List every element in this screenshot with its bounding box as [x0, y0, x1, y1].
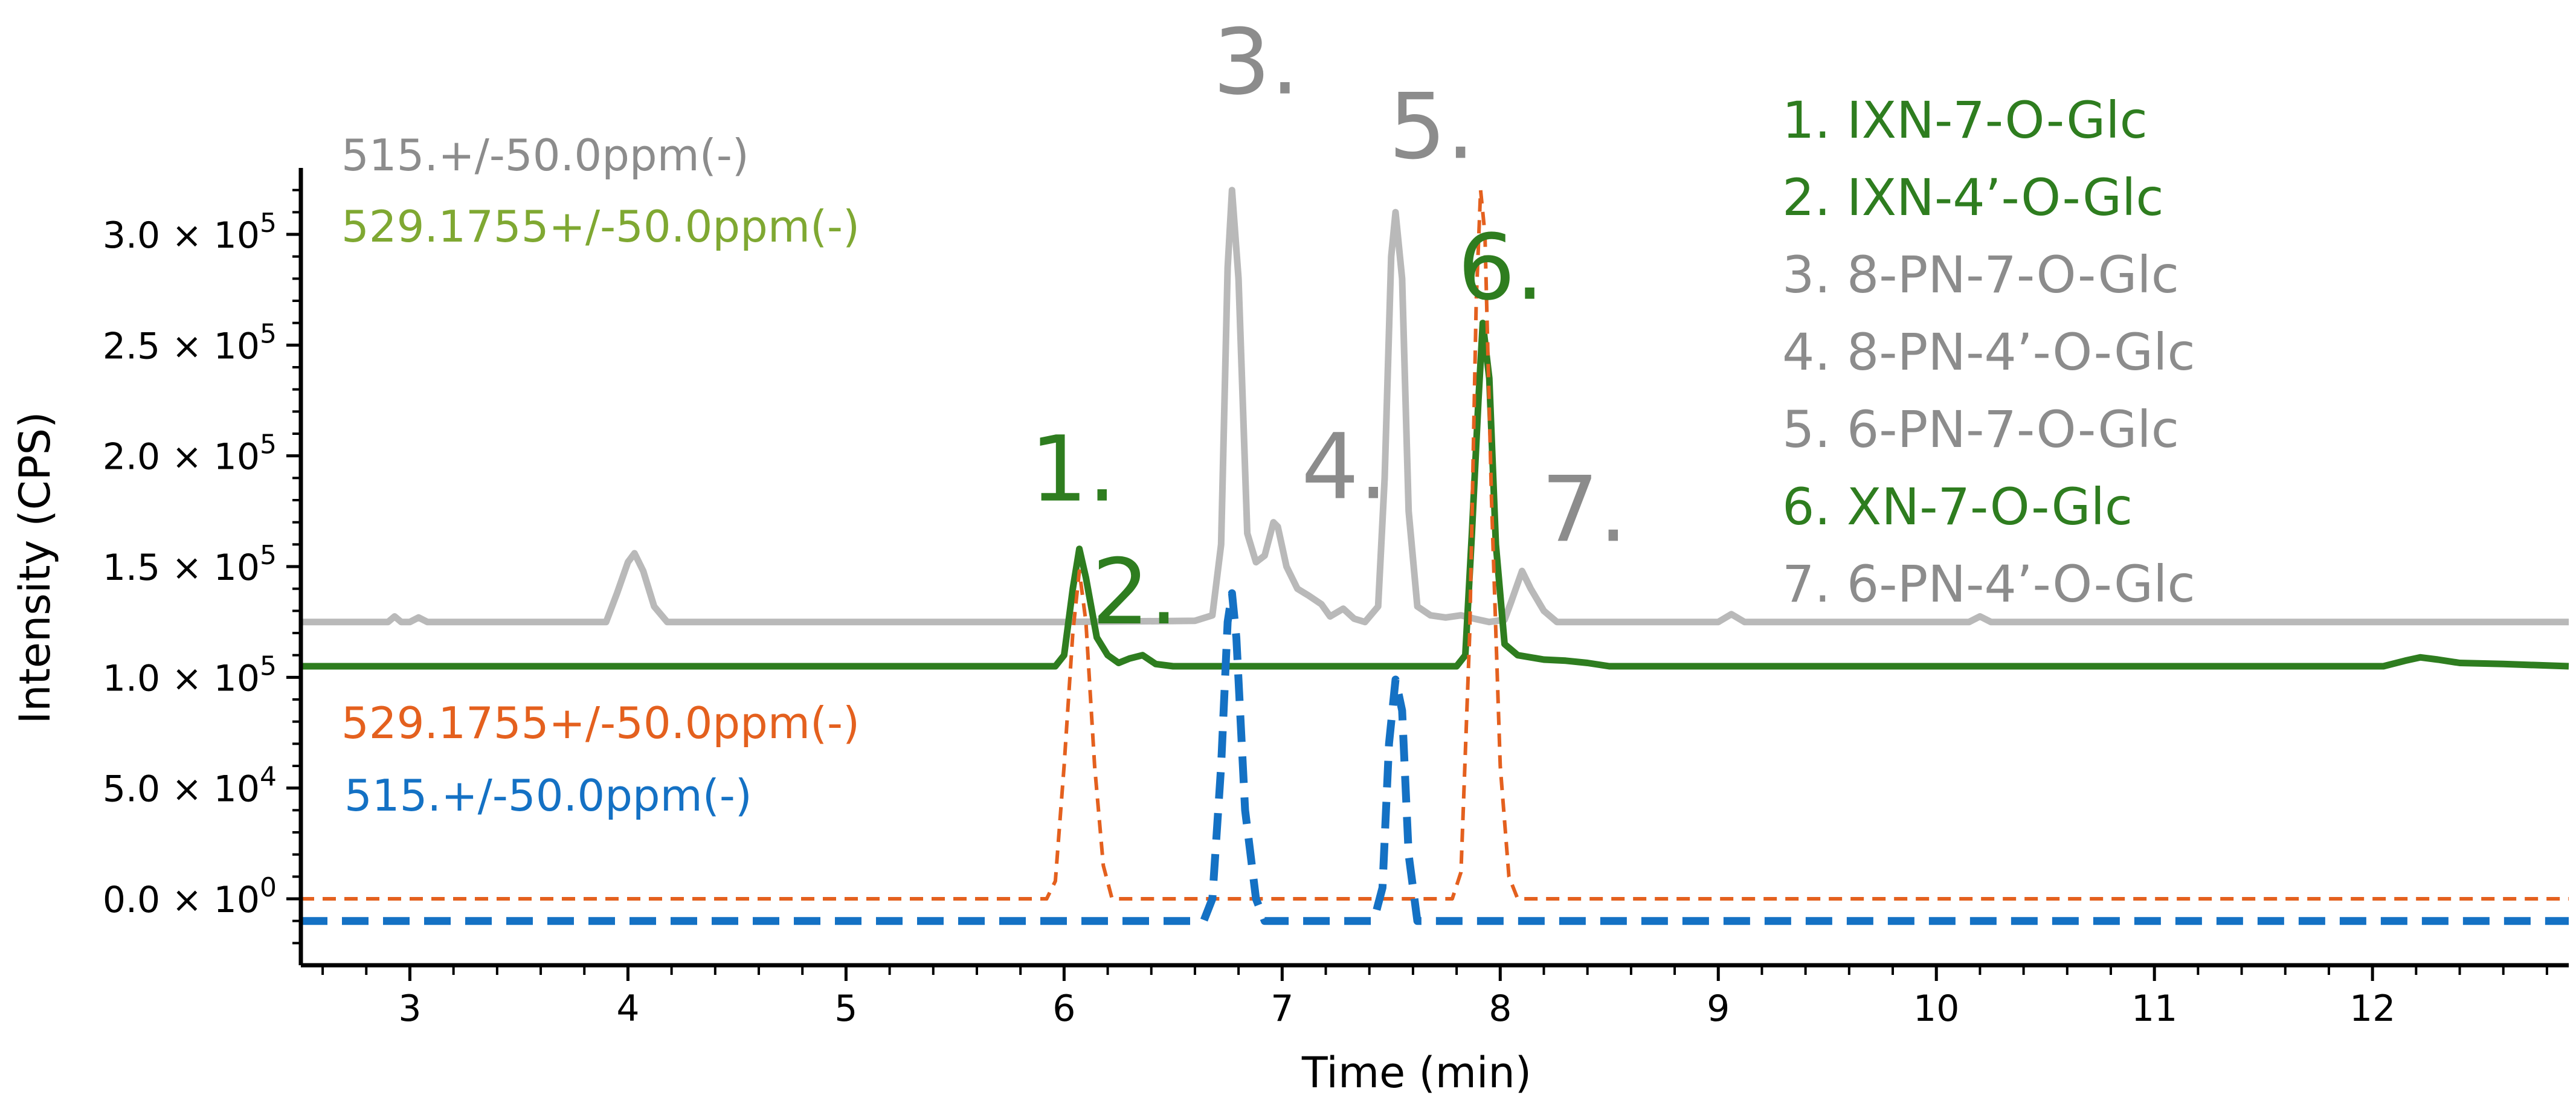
- peak-label-3: 3.: [1213, 10, 1299, 115]
- y-tick-base: × 10: [160, 547, 260, 589]
- series-line-0: [301, 187, 2569, 626]
- x-tick-label: 7: [1270, 988, 1293, 1030]
- y-tick-base: × 10: [160, 768, 260, 811]
- y-tick-label: 0.0 × 100: [103, 872, 277, 921]
- y-tick-base: × 10: [160, 879, 260, 921]
- y-tick-base: × 10: [160, 214, 260, 257]
- y-tick-base: × 10: [160, 657, 260, 699]
- y-tick-exponent: 4: [260, 762, 277, 792]
- y-tick-mantissa: 1.0: [103, 657, 160, 699]
- y-tick-exponent: 5: [260, 540, 277, 571]
- y-tick-label: 2.0 × 105: [103, 429, 277, 478]
- legend-item-2: 2. IXN-4’-O-Glc: [1782, 168, 2164, 227]
- x-tick-label: 8: [1489, 988, 1512, 1030]
- series-label-2: 529.1755+/-50.0ppm(-): [341, 698, 860, 748]
- y-axis-title: Intensity (CPS): [10, 411, 60, 724]
- y-tick-base: × 10: [160, 436, 260, 478]
- series-labels: 515.+/-50.0ppm(-) 529.1755+/-50.0ppm(-) 52…: [341, 130, 860, 821]
- y-tick-exponent: 5: [260, 651, 277, 681]
- y-tick-label: 1.5 × 105: [103, 540, 277, 589]
- legend-item-4: 4. 8-PN-4’-O-Glc: [1782, 323, 2195, 382]
- series-layer: [301, 187, 2569, 925]
- x-ticks: 3 4 5 6 7 8 9 10 11 12: [321, 965, 2548, 1030]
- y-tick-mantissa: 3.0: [103, 214, 160, 257]
- y-tick-label: 2.5 × 105: [103, 318, 277, 367]
- legend-item-7: 7. 6-PN-4’-O-Glc: [1782, 554, 2195, 614]
- legend-item-6: 6. XN-7-O-Glc: [1782, 477, 2133, 536]
- peak-label-4: 4.: [1301, 415, 1388, 520]
- series-line-2: [301, 188, 2569, 901]
- x-tick-label: 5: [834, 988, 857, 1030]
- y-tick-mantissa: 2.0: [103, 436, 160, 478]
- x-tick-label: 4: [616, 988, 639, 1030]
- x-tick-label: 9: [1707, 988, 1730, 1030]
- y-tick-exponent: 0: [260, 872, 277, 903]
- y-tick-exponent: 5: [260, 429, 277, 460]
- x-tick-label: 12: [2349, 988, 2395, 1030]
- peak-label-7: 7.: [1541, 457, 1628, 562]
- legend-item-3: 3. 8-PN-7-O-Glc: [1782, 245, 2179, 304]
- x-tick-label: 10: [1913, 988, 1959, 1030]
- x-tick-label: 6: [1052, 988, 1075, 1030]
- series-label-3: 515.+/-50.0ppm(-): [344, 770, 752, 821]
- y-tick-exponent: 5: [260, 318, 277, 349]
- y-tick-mantissa: 5.0: [103, 768, 160, 811]
- peak-label-1: 1.: [1030, 417, 1116, 522]
- legend-item-1: 1. IXN-7-O-Glc: [1782, 91, 2148, 150]
- x-tick-label: 11: [2131, 988, 2177, 1030]
- y-tick-mantissa: 1.5: [103, 547, 160, 589]
- y-tick-label: 3.0 × 105: [103, 208, 277, 257]
- series-line-3: [301, 589, 2569, 925]
- series-line-1: [301, 320, 2569, 670]
- x-tick-label: 3: [398, 988, 421, 1030]
- y-tick-base: × 10: [160, 325, 260, 367]
- legend-item-5: 5. 6-PN-7-O-Glc: [1782, 400, 2179, 459]
- y-tick-mantissa: 2.5: [103, 325, 160, 367]
- y-tick-exponent: 5: [260, 208, 277, 239]
- peak-label-2: 2.: [1092, 540, 1178, 645]
- y-tick-label: 5.0 × 104: [103, 762, 277, 811]
- series-label-0: 515.+/-50.0ppm(-): [341, 130, 749, 181]
- y-tick-label: 1.0 × 105: [103, 651, 277, 699]
- x-axis-title: Time (min): [1301, 1048, 1531, 1098]
- y-tick-mantissa: 0.0: [103, 879, 160, 921]
- peak-label-6: 6.: [1458, 216, 1544, 321]
- peak-labels: 1. 2. 3. 4. 5. 6. 7.: [1030, 10, 1628, 645]
- legend: 1. IXN-7-O-Glc 2. IXN-4’-O-Glc 3. 8-PN-7-O…: [1782, 91, 2195, 614]
- series-label-1: 529.1755+/-50.0ppm(-): [341, 201, 860, 252]
- peak-label-5: 5.: [1388, 74, 1475, 179]
